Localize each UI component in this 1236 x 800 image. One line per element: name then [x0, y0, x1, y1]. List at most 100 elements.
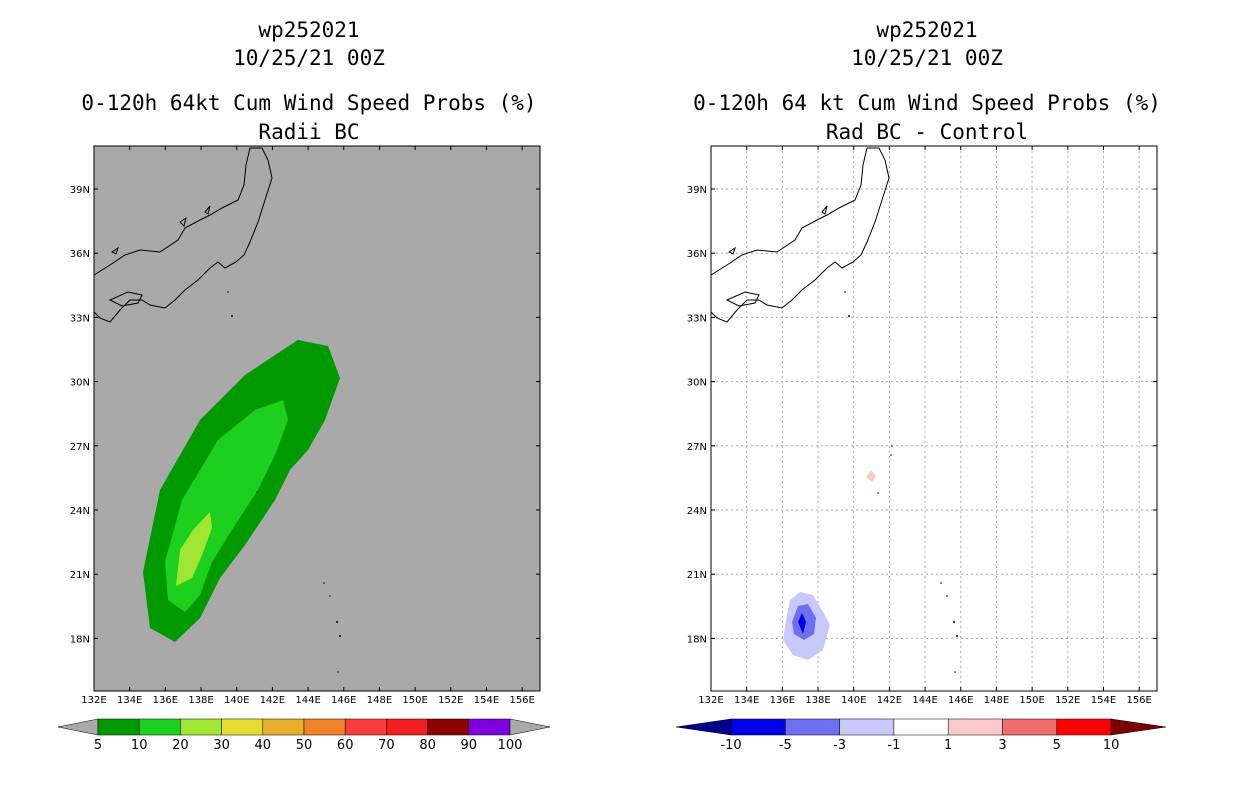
right-coastline-shikoku	[725, 291, 760, 307]
lat-tick-label: 33N	[687, 313, 707, 324]
colorbar-label: 10	[131, 738, 148, 753]
colorbar-label: 20	[172, 738, 189, 753]
right-map: 132E 134E 136E 138E 140E 142E 144E 146E 148E 150E…	[675, 145, 1167, 753]
left-coastline-shikoku	[108, 291, 143, 307]
lon-tick-label: 156E	[1126, 695, 1151, 706]
left-island-1	[111, 246, 119, 255]
colorbar-swatch	[262, 718, 305, 736]
colorbar-swatch	[1002, 718, 1058, 736]
right-coastline-japan	[710, 147, 890, 323]
lat-tick-label: 30N	[687, 378, 707, 389]
left-island-9	[339, 635, 341, 637]
colorbar-label: 30	[213, 738, 230, 753]
right-axes: 132E 134E 136E 138E 140E 142E 144E 146E 148E 150E…	[687, 146, 1157, 706]
lon-tick-label: 150E	[1019, 695, 1044, 706]
lat-tick-label: 30N	[70, 378, 90, 389]
left-island-6	[323, 582, 325, 584]
colorbar-label: 100	[498, 738, 523, 753]
lon-tick-label: 144E	[912, 695, 937, 706]
colorbar-swatch	[730, 718, 786, 736]
lat-tick-label: 21N	[687, 570, 707, 581]
left-island-11	[256, 491, 258, 493]
lon-tick-label: 154E	[1091, 695, 1116, 706]
colorbar-label: 90	[461, 738, 478, 753]
colorbar-label: 10	[1103, 738, 1120, 753]
lat-tick-label: 36N	[70, 249, 90, 260]
colorbar-swatch	[180, 718, 222, 736]
colorbar-label: 5	[94, 738, 102, 753]
right-island-4	[844, 291, 846, 293]
right-product-title: 0-120h 64 kt Cum Wind Speed Probs (%)	[693, 91, 1161, 115]
left-island-8	[336, 621, 338, 623]
lon-tick-label: 152E	[1055, 695, 1080, 706]
lon-tick-label: 138E	[805, 695, 830, 706]
colorbar-label: -1	[887, 738, 900, 753]
lat-tick-label: 18N	[70, 634, 90, 645]
lon-tick-label: 142E	[877, 695, 902, 706]
lon-tick-label: 138E	[188, 695, 213, 706]
lat-tick-label: 24N	[70, 506, 90, 517]
left-subtitle: Radii BC	[258, 120, 360, 144]
right-gridlines	[711, 146, 1157, 691]
left-island-4	[231, 315, 233, 317]
colorbar-swatch	[427, 718, 470, 736]
right-colorbar: -10 -5 -3 -1 1 3 5 10	[675, 718, 1167, 753]
colorbar-swatch	[839, 718, 895, 736]
colorbar-high-arrow	[1110, 718, 1167, 736]
right-panel: wp252021 10/25/21 00Z 0-120h 64 kt Cum W…	[618, 0, 1236, 800]
left-datetime: 10/25/21 00Z	[233, 46, 385, 70]
colorbar-label: 70	[378, 738, 395, 753]
lat-tick-label: 27N	[70, 442, 90, 453]
colorbar-swatch	[468, 718, 511, 736]
right-island-11	[956, 635, 958, 637]
lon-tick-label: 156E	[509, 695, 534, 706]
lon-tick-label: 154E	[474, 695, 499, 706]
left-map: 132E 134E 136E 138E 140E 142E 144E 146E 148E 150E…	[57, 145, 551, 753]
right-map-background	[710, 145, 1158, 692]
left-island-5	[227, 291, 229, 293]
lon-tick-label: 134E	[117, 695, 142, 706]
right-diff-minus5-minus10	[798, 613, 806, 634]
lon-tick-label: 146E	[331, 695, 356, 706]
colorbar-swatch	[893, 718, 949, 736]
right-storm-id: wp252021	[876, 18, 978, 42]
right-island-2	[821, 205, 828, 215]
colorbar-label: 5	[1053, 738, 1061, 753]
colorbar-label: -3	[833, 738, 846, 753]
left-axes: 132E 134E 136E 138E 140E 142E 144E 146E 148E 150E…	[70, 146, 540, 706]
lon-tick-label: 148E	[984, 695, 1009, 706]
colorbar-swatch	[785, 718, 840, 736]
lat-tick-label: 27N	[687, 442, 707, 453]
left-prob-20-30	[176, 512, 212, 586]
lon-tick-label: 142E	[260, 695, 285, 706]
left-island-10	[337, 671, 339, 673]
lat-tick-label: 18N	[687, 634, 707, 645]
right-diff-plus1-plus3	[866, 470, 876, 482]
lon-tick-label: 150E	[402, 695, 427, 706]
right-island-8	[940, 582, 942, 584]
left-panel: wp252021 10/25/21 00Z 0-120h 64kt Cum Wi…	[57, 18, 551, 753]
colorbar-label: 60	[337, 738, 354, 753]
left-island-3	[179, 216, 187, 227]
colorbar-swatch	[344, 718, 387, 736]
colorbar-label: 1	[944, 738, 952, 753]
colorbar-label: 40	[255, 738, 272, 753]
lat-tick-label: 24N	[687, 506, 707, 517]
left-colorbar: 5 10 20 30 40 50 60 70 80 90 100	[57, 718, 551, 753]
right-island-12	[954, 671, 956, 673]
left-storm-id: wp252021	[258, 18, 360, 42]
left-island-2	[204, 205, 211, 215]
colorbar-label: 50	[296, 738, 313, 753]
lat-tick-label: 21N	[70, 570, 90, 581]
left-product-title: 0-120h 64kt Cum Wind Speed Probs (%)	[81, 91, 537, 115]
colorbar-swatch	[1056, 718, 1112, 736]
colorbar-swatch	[97, 718, 140, 736]
lon-tick-label: 136E	[153, 695, 178, 706]
left-coastline-japan	[93, 147, 273, 323]
colorbar-swatch	[138, 718, 181, 736]
lon-tick-label: 144E	[295, 695, 320, 706]
right-island-3	[848, 315, 850, 317]
lon-tick-label: 134E	[734, 695, 759, 706]
right-datetime: 10/25/21 00Z	[851, 46, 1003, 70]
right-island-10	[953, 621, 955, 623]
